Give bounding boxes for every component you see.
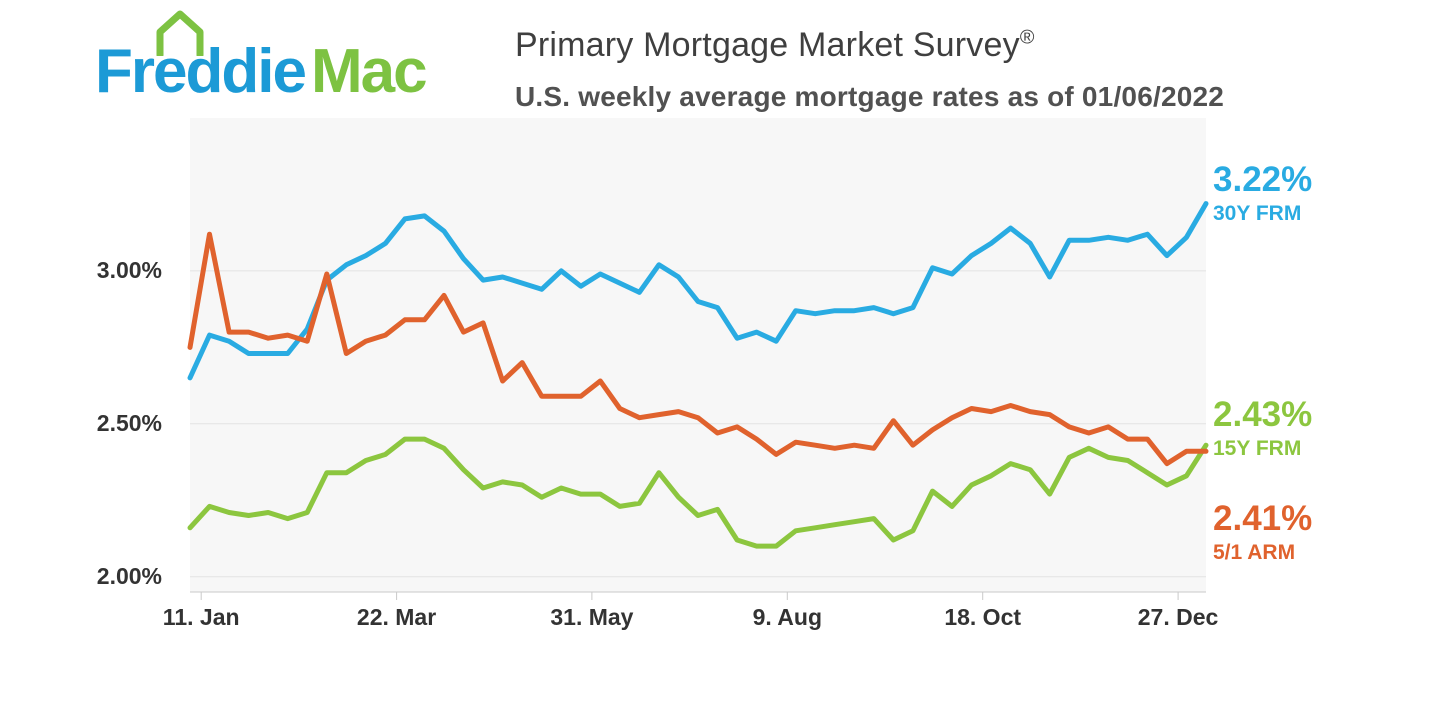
page-title-text: Primary Mortgage Market Survey <box>515 26 1020 64</box>
series-name-15y: 15Y FRM <box>1213 436 1302 460</box>
mortgage-rates-line-chart <box>187 118 1209 600</box>
plot-background <box>190 118 1206 592</box>
header-titles: Primary Mortgage Market Survey® U.S. wee… <box>515 26 1224 113</box>
rate-value-5-1: 2.41% <box>1213 499 1313 538</box>
line-15y-frm <box>187 436 1209 549</box>
house-icon <box>151 8 209 61</box>
chart-plot-area <box>187 118 1209 600</box>
x-axis-label: 11. Jan <box>162 604 240 630</box>
x-axis-label: 18. Oct <box>944 604 1022 630</box>
x-axis-label: 31. May <box>550 604 634 630</box>
logo-text-mac: Mac <box>310 37 428 106</box>
series-label-30y-frm: 3.22% 30Y FRM <box>1213 160 1313 226</box>
line-30y-frm <box>187 201 1209 381</box>
logo-wordmark: FreddieMac <box>95 36 428 107</box>
line-5-1-arm <box>187 231 1209 467</box>
series-label-15y-frm: 2.43% 15Y FRM <box>1213 395 1313 461</box>
page-subtitle: U.S. weekly average mortgage rates as of… <box>515 81 1225 112</box>
page-title: Primary Mortgage Market Survey® <box>515 26 1224 65</box>
x-axis-label: 9. Aug <box>752 604 823 630</box>
y-axis-label: 2.00% <box>96 562 162 589</box>
series-name-30y: 30Y FRM <box>1213 201 1302 225</box>
freddie-mac-logo: FreddieMac <box>95 6 495 106</box>
x-axis-label: 27. Dec <box>1137 604 1219 630</box>
y-axis-label: 3.00% <box>96 256 162 283</box>
registered-mark: ® <box>1019 26 1035 49</box>
series-label-5-1-arm: 2.41% 5/1 ARM <box>1213 499 1313 565</box>
rate-value-30y: 3.22% <box>1213 160 1313 199</box>
logo-text-freddie: Freddie <box>95 37 307 106</box>
y-axis-label: 2.50% <box>96 409 162 436</box>
x-axis-label: 22. Mar <box>356 604 437 630</box>
series-name-5-1: 5/1 ARM <box>1213 540 1296 564</box>
rate-value-15y: 2.43% <box>1213 395 1313 434</box>
